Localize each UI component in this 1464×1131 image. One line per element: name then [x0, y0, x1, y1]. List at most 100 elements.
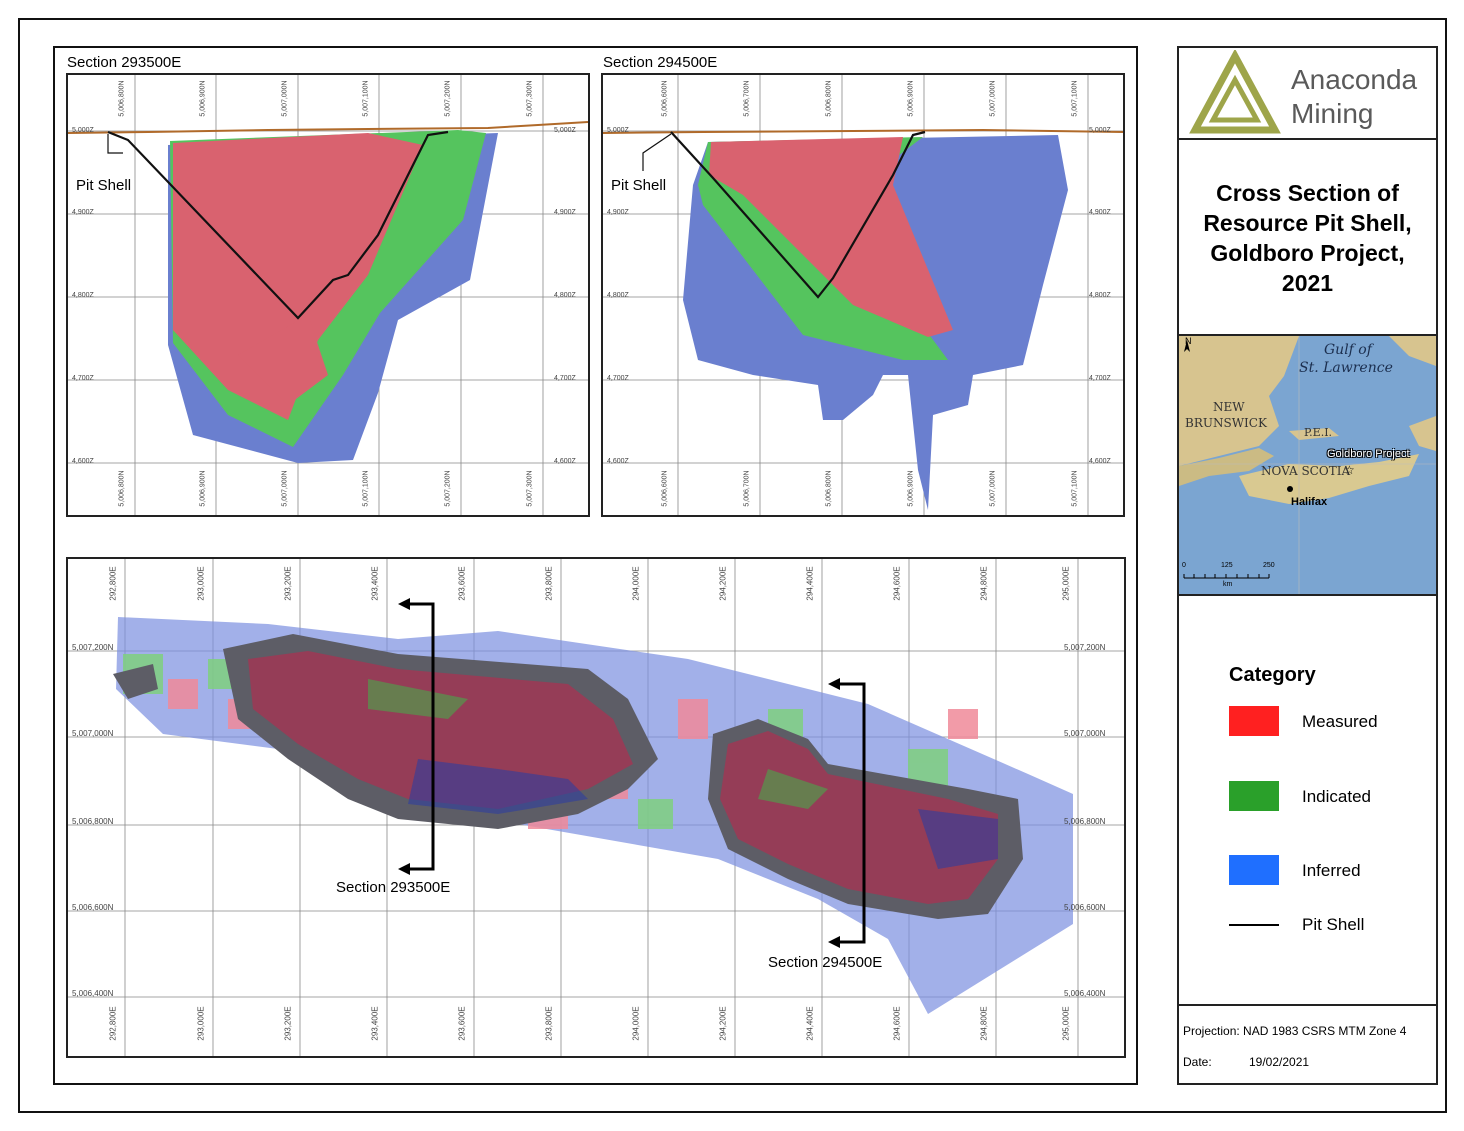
logo-text-line2: Mining: [1291, 98, 1374, 129]
section-1-panel: Pit Shell 5,000Z 4,900Z 4,800Z 4,700Z 4,…: [66, 73, 590, 517]
inset-label-nb2: BRUNSWICK: [1185, 416, 1267, 430]
footer-box: Projection: NAD 1983 CSRS MTM Zone 4 Dat…: [1177, 1004, 1438, 1085]
plan-northing-left-3: 5,006,800N: [72, 817, 114, 826]
plan-northing-left-4: 5,006,600N: [72, 903, 114, 912]
inset-label-ns: NOVA SCOTIA: [1261, 464, 1351, 478]
section-2-elev-right-4: 4,700Z: [1089, 375, 1111, 382]
plan-easting-top-9: 294,400E: [805, 566, 815, 601]
section-2-elev-left-5: 4,600Z: [607, 458, 629, 465]
section-2-title: Section 294500E: [603, 54, 718, 71]
plan-easting-top-3: 293,200E: [283, 566, 293, 601]
inset-map: ☆: [1179, 336, 1436, 594]
section-1-north-top-1: 5,006,800N: [118, 80, 126, 117]
section-1-elev-left-5: 4,600Z: [72, 458, 94, 465]
map-title: Cross Section of Resource Pit Shell, Gol…: [1179, 178, 1436, 298]
plan-easting-top-2: 293,000E: [196, 566, 206, 601]
logo-text-line1: Anaconda: [1291, 64, 1418, 95]
inset-scale-unit: km: [1223, 581, 1233, 588]
plan-northing-right-1: 5,007,200N: [1064, 643, 1106, 652]
section-1-north-top-4: 5,007,100N: [362, 80, 370, 117]
plan-easting-top-8: 294,200E: [718, 566, 728, 601]
section-1-elev-right-5: 4,600Z: [554, 458, 576, 465]
plan-section-label-1: Section 293500E: [336, 879, 451, 896]
inset-scale-0: 0: [1182, 562, 1186, 569]
plan-easting-bot-7: 294,000E: [631, 1006, 641, 1041]
plan-northing-left-1: 5,007,200N: [72, 643, 114, 652]
legend-swatch-pit-shell: [1229, 924, 1279, 926]
plan-northing-left-5: 5,006,400N: [72, 989, 114, 998]
section-2-elev-left-2: 4,900Z: [607, 209, 629, 216]
projection-text: Projection: NAD 1983 CSRS MTM Zone 4: [1183, 1024, 1407, 1038]
map-title-line1: Cross Section of: [1216, 180, 1399, 206]
legend-swatch-indicated: [1229, 781, 1279, 811]
outer-frame: [18, 18, 1447, 1113]
section-1-north-top-6: 5,007,300N: [526, 80, 534, 117]
section-1-elev-left-2: 4,900Z: [72, 209, 94, 216]
plan-easting-top-12: 295,000E: [1061, 566, 1071, 601]
plan-easting-bot-8: 294,200E: [718, 1006, 728, 1041]
section-2-north-bot-6: 5,007,100N: [1071, 470, 1079, 507]
legend-label-measured: Measured: [1302, 712, 1378, 731]
inset-scale-125: 125: [1221, 562, 1233, 569]
section-1-pit-label: Pit Shell: [76, 177, 132, 194]
section-1-north-bot-1: 5,006,800N: [118, 470, 126, 507]
inset-label-nb1: NEW: [1213, 400, 1245, 414]
section-2-north-bot-4: 5,006,900N: [907, 470, 915, 507]
section-1-north-bot-4: 5,007,100N: [362, 470, 370, 507]
legend-box: Category Measured Indicated Inferred Pit…: [1177, 594, 1438, 1006]
title-box: Cross Section of Resource Pit Shell, Gol…: [1177, 138, 1438, 336]
anaconda-logo-icon: [1189, 50, 1281, 134]
plan-easting-top-7: 294,000E: [631, 566, 641, 601]
section-2-north-top-2: 5,006,700N: [743, 80, 751, 117]
plan-easting-top-6: 293,800E: [544, 566, 554, 601]
map-title-line4: 2021: [1281, 270, 1334, 296]
section-1-title: Section 293500E: [67, 54, 182, 71]
logo-box: Anaconda Mining: [1177, 46, 1438, 140]
section-1-elev-right-1: 5,000Z: [554, 127, 576, 134]
date-value: 19/02/2021: [1249, 1055, 1310, 1069]
section-1-north-top-3: 5,007,000N: [281, 80, 289, 117]
section-1-north-bot-2: 5,006,900N: [199, 470, 207, 507]
section-2-elev-right-3: 4,800Z: [1089, 292, 1111, 299]
section-2-elev-right-1: 5,000Z: [1089, 127, 1111, 134]
inset-label-gulf2: St. Lawrence: [1299, 360, 1393, 376]
section-2-elev-left-4: 4,700Z: [607, 375, 629, 382]
section-2-pit-label: Pit Shell: [611, 177, 667, 194]
plan-northing-right-2: 5,007,000N: [1064, 729, 1106, 738]
plan-northing-right-3: 5,006,800N: [1064, 817, 1106, 826]
section-1-elev-right-2: 4,900Z: [554, 209, 576, 216]
plan-northing-right-5: 5,006,400N: [1064, 989, 1106, 998]
section-1-north-top-2: 5,006,900N: [199, 80, 207, 117]
legend-swatch-inferred: [1229, 855, 1279, 885]
legend-label-indicated: Indicated: [1302, 787, 1371, 806]
map-title-line3: Goldboro Project,: [1210, 240, 1405, 266]
plan-northing-left-2: 5,007,000N: [72, 729, 114, 738]
section-2-elev-left-1: 5,000Z: [607, 127, 629, 134]
map-title-line2: Resource Pit Shell,: [1203, 210, 1412, 236]
plan-view-panel: Section 293500E Section 294500E 292,800E…: [66, 557, 1126, 1058]
inset-label-gulf1: Gulf of: [1324, 342, 1372, 358]
section-2-north-top-6: 5,007,100N: [1071, 80, 1079, 117]
legend-label-inferred: Inferred: [1302, 861, 1361, 880]
plan-easting-bot-3: 293,200E: [283, 1006, 293, 1041]
plan-northing-right-4: 5,006,600N: [1064, 903, 1106, 912]
section-2-north-top-3: 5,006,800N: [825, 80, 833, 117]
section-1-plot: [68, 75, 588, 515]
section-1-elev-left-4: 4,700Z: [72, 375, 94, 382]
plan-easting-top-5: 293,600E: [457, 566, 467, 601]
plan-easting-top-1: 292,800E: [108, 566, 118, 601]
plan-view-map: [68, 559, 1124, 1056]
plan-easting-bot-11: 294,800E: [979, 1006, 989, 1041]
section-2-north-bot-2: 5,006,700N: [743, 470, 751, 507]
section-2-north-bot-1: 5,006,600N: [661, 470, 669, 507]
section-1-north-bot-5: 5,007,200N: [444, 470, 452, 507]
section-1-north-bot-6: 5,007,300N: [526, 470, 534, 507]
plan-easting-top-11: 294,800E: [979, 566, 989, 601]
section-2-plot: [603, 75, 1123, 515]
section-2-north-bot-3: 5,006,800N: [825, 470, 833, 507]
inset-label-project: Goldboro Project: [1327, 448, 1410, 460]
svg-text:☆: ☆: [1344, 463, 1355, 477]
date-label: Date:: [1183, 1055, 1212, 1069]
plan-easting-top-4: 293,400E: [370, 566, 380, 601]
section-2-elev-right-5: 4,600Z: [1089, 458, 1111, 465]
